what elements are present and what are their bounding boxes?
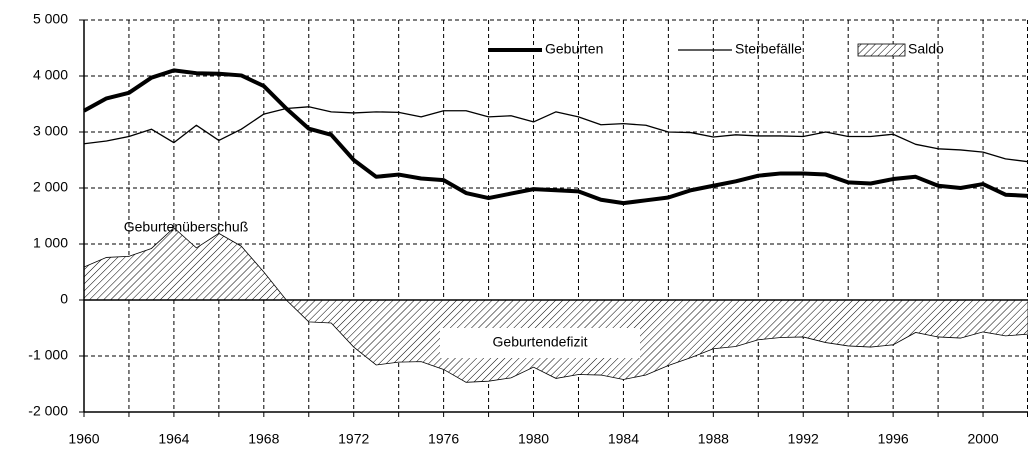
- line: [83, 106, 1028, 163]
- y-tick-label: 3 000: [33, 123, 68, 139]
- annotation: Geburtenüberschuß: [124, 219, 249, 235]
- y-tick-label: 1 000: [33, 235, 68, 251]
- axes: -2 000 -1 000 0 1 000 2 000 3 000 4 000 5 000 19…: [28, 11, 1028, 447]
- legend-label: Geburten: [545, 41, 603, 57]
- legend-swatch: [857, 43, 906, 57]
- legend-label: Saldo: [908, 41, 944, 57]
- annotation: Geburtendefizit: [493, 334, 588, 350]
- annotation-box: [440, 328, 640, 358]
- x-tick-label: 1968: [248, 431, 279, 447]
- legend-label: Sterbefälle: [735, 41, 802, 57]
- x-tick-label: 1960: [68, 431, 99, 447]
- y-tick-label: 4 000: [33, 67, 68, 83]
- x-tick-label: 1988: [698, 431, 729, 447]
- x-tick-label: 1996: [878, 431, 909, 447]
- y-tick-label: -1 000: [28, 347, 68, 363]
- grid: [84, 19, 1028, 412]
- legend: Geburten Sterbefälle Saldo: [488, 41, 944, 57]
- x-tick-label: 1992: [788, 431, 819, 447]
- area: [83, 227, 1028, 383]
- y-tick-label: 2 000: [33, 179, 68, 195]
- x-tick-label: 1980: [518, 431, 549, 447]
- y-tick-label: 0: [60, 291, 68, 307]
- x-tick-label: 1984: [608, 431, 639, 447]
- marks: [83, 68, 1028, 383]
- x-tick-label: 1972: [338, 431, 369, 447]
- y-tick-label: -2 000: [28, 403, 68, 419]
- line: [83, 68, 1028, 206]
- x-tick-label: 1976: [428, 431, 459, 447]
- x-tick-label: 2000: [967, 431, 998, 447]
- x-tick-label: 1964: [158, 431, 189, 447]
- y-tick-label: 5 000: [33, 11, 68, 27]
